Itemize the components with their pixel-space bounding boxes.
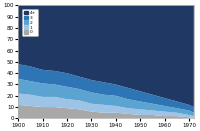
Legend: 4+, 3, 2, 1, 0: 4+, 3, 2, 1, 0 [22,9,38,36]
